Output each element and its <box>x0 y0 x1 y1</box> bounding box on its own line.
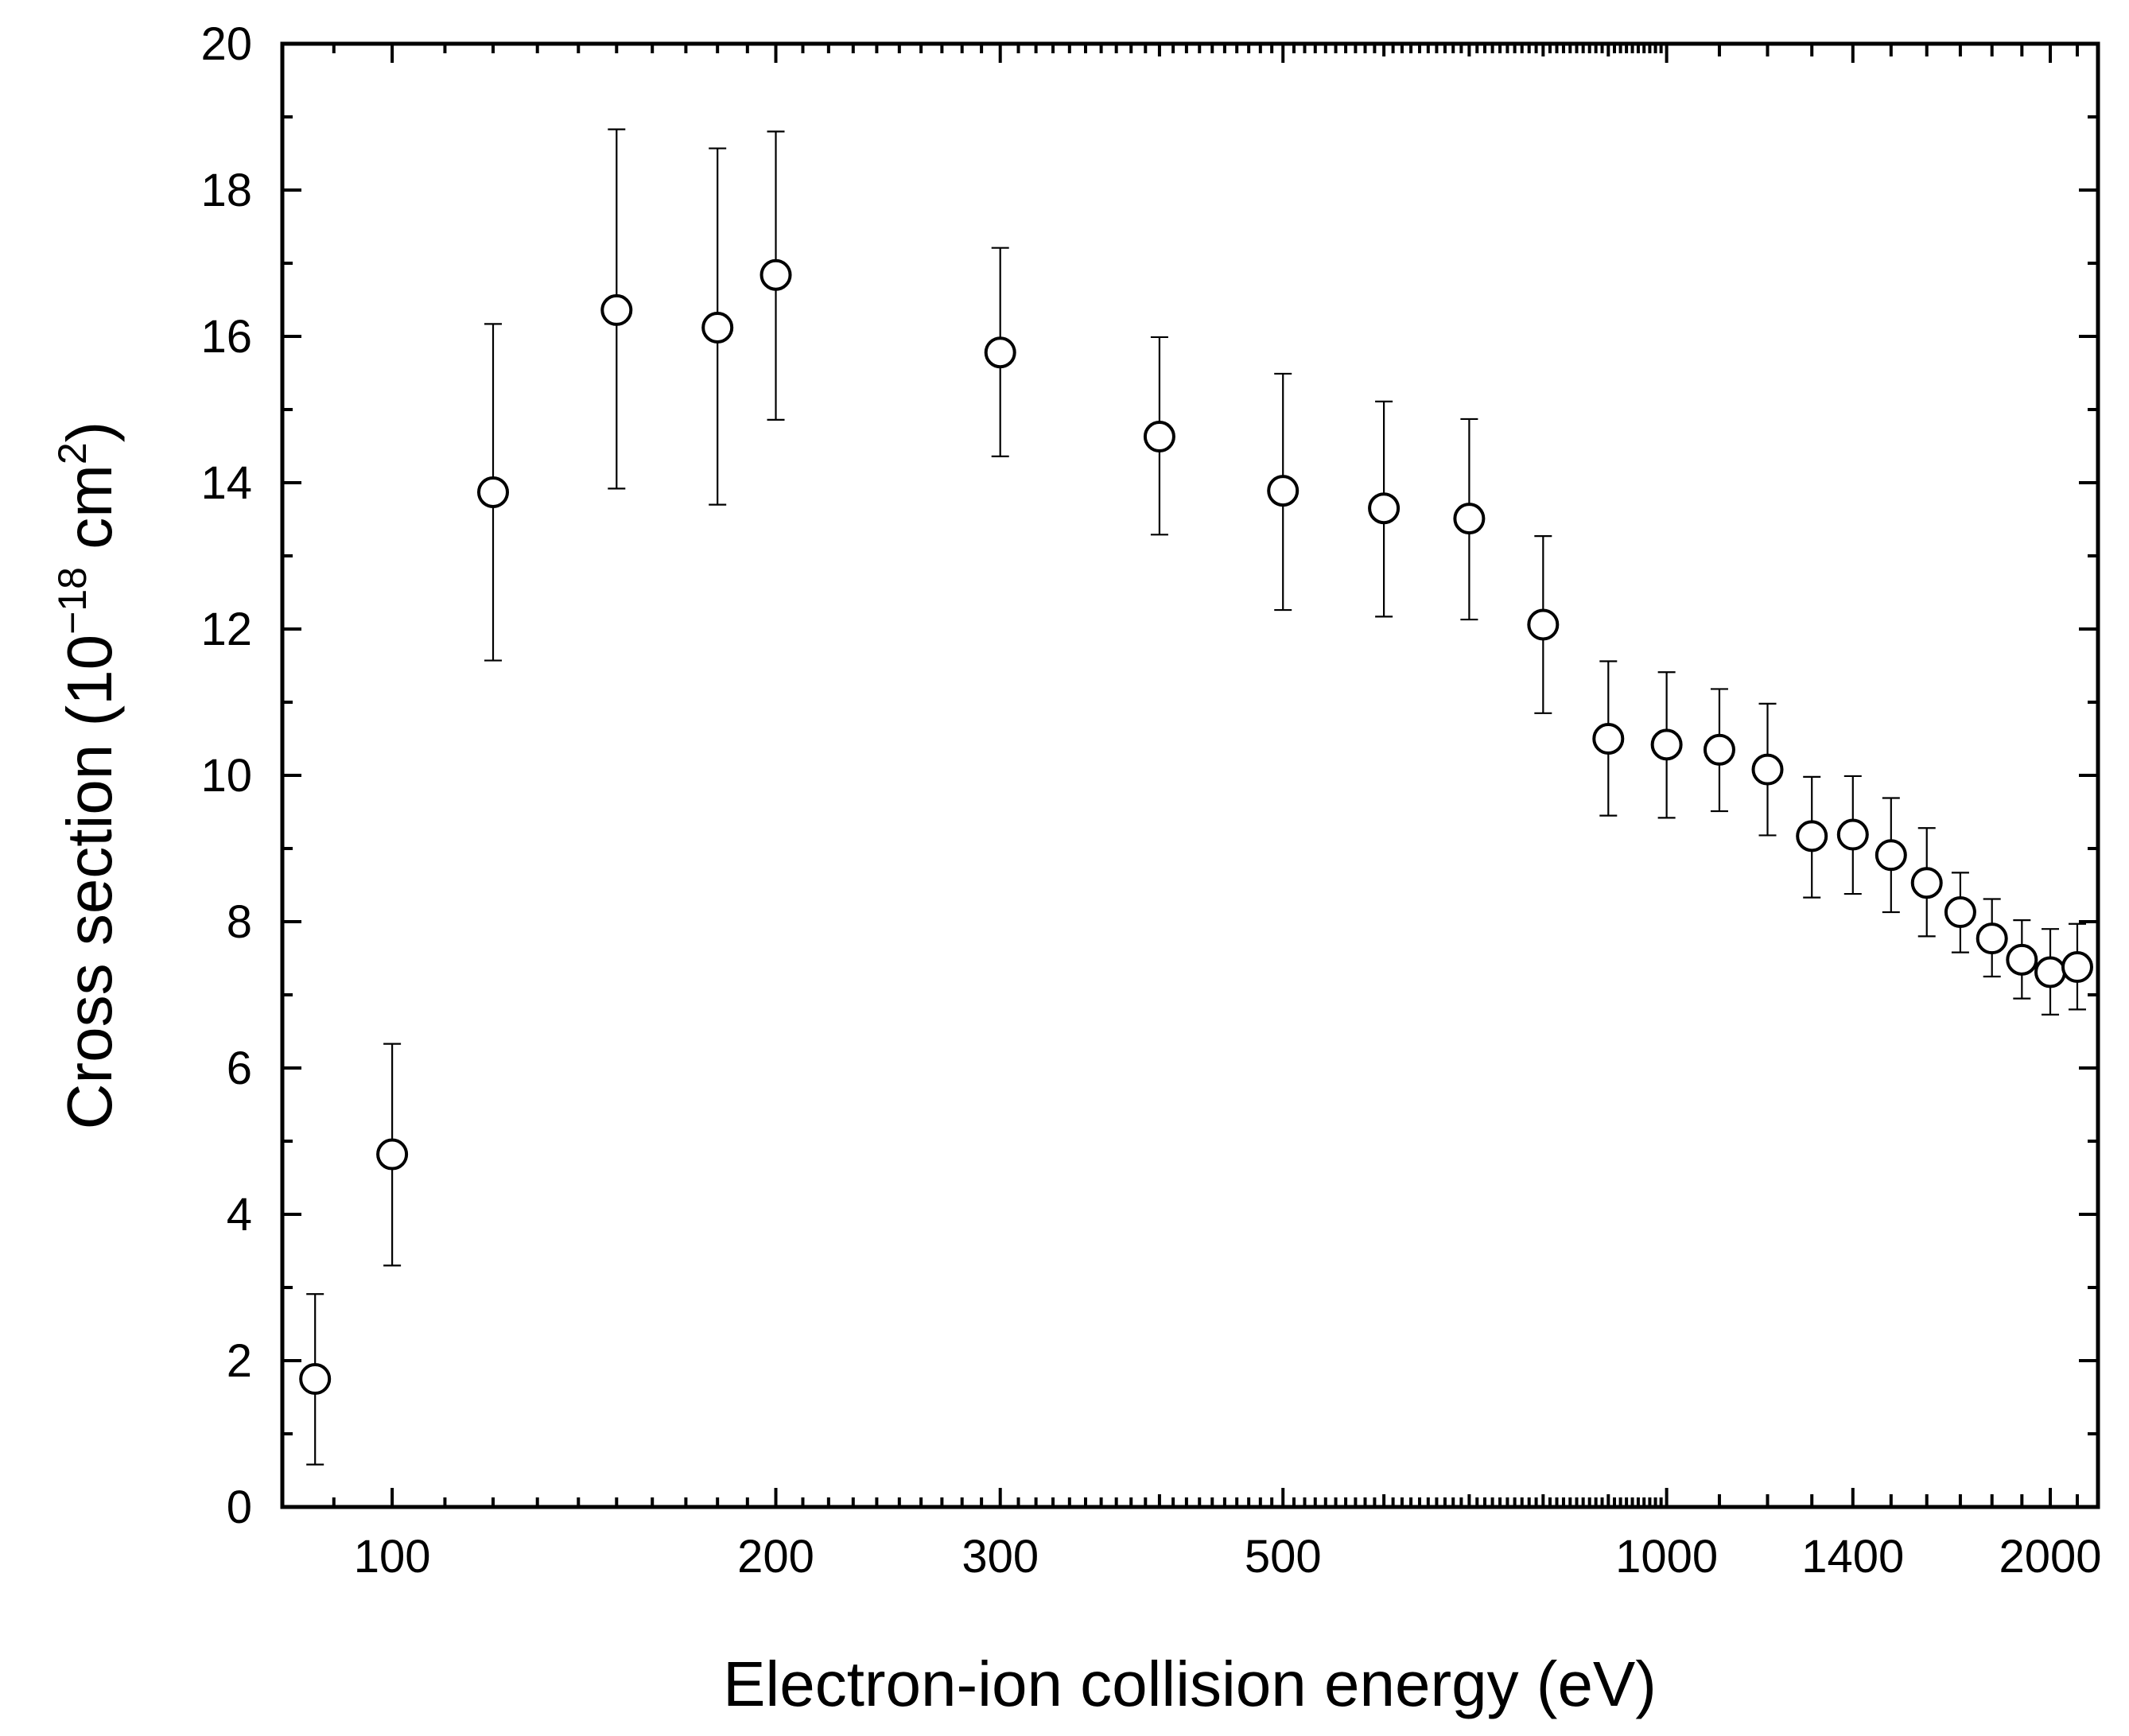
x-tick-label: 100 <box>354 1531 431 1583</box>
data-point <box>1592 723 1625 755</box>
data-point <box>760 258 792 291</box>
y-axis-ticks <box>282 42 2098 1509</box>
error-bars <box>306 128 2086 1466</box>
data-point <box>701 311 734 344</box>
y-tick-label: 16 <box>200 311 252 363</box>
data-point <box>1910 867 1943 899</box>
data-point <box>2034 956 2067 988</box>
data-point <box>1976 922 2008 955</box>
plot-frame <box>280 41 2100 1509</box>
x-tick-label: 2000 <box>1999 1531 2102 1583</box>
y-axis-title-unit-exponent: 2 <box>50 442 95 464</box>
y-axis-tick-labels: 0 2 4 6 8 10 12 14 16 18 20 <box>200 18 252 1533</box>
data-point <box>1368 492 1401 525</box>
x-tick-label: 200 <box>737 1531 814 1583</box>
y-tick-label: 8 <box>227 896 252 948</box>
data-point <box>1650 728 1683 761</box>
data-point <box>1527 608 1560 641</box>
y-axis-title-part1: Cross section (10 <box>54 635 125 1129</box>
data-point <box>1875 839 1907 872</box>
y-axis-title-part3: ) <box>54 421 125 443</box>
data-points <box>299 258 2093 1395</box>
x-tick-label: 300 <box>962 1531 1039 1583</box>
data-point <box>376 1138 409 1171</box>
y-tick-label: 10 <box>200 750 252 802</box>
data-point <box>1143 421 1175 453</box>
data-point <box>2061 951 2093 984</box>
y-tick-label: 20 <box>200 18 252 70</box>
x-tick-label: 500 <box>1245 1531 1322 1583</box>
data-point <box>1703 733 1735 766</box>
data-point <box>477 476 510 508</box>
y-tick-label: 0 <box>227 1482 252 1533</box>
x-axis-tick-labels: 100 200 300 500 1000 1400 2000 <box>354 1531 2102 1583</box>
y-tick-label: 12 <box>200 604 252 655</box>
y-axis-title: Cross section (10−18 cm2) <box>50 421 125 1130</box>
y-tick-label: 4 <box>227 1189 252 1241</box>
data-point <box>984 336 1016 369</box>
y-axis-title-exponent: −18 <box>50 567 95 635</box>
data-point <box>2006 943 2038 976</box>
y-tick-label: 6 <box>227 1043 252 1094</box>
data-point <box>1453 503 1486 535</box>
data-point <box>1836 818 1869 851</box>
x-axis-title: Electron-ion collision energy (eV) <box>723 1649 1657 1719</box>
data-point <box>299 1363 332 1395</box>
data-point <box>1796 820 1828 852</box>
data-point <box>1751 753 1784 786</box>
data-point <box>1944 896 1976 929</box>
data-point <box>1267 475 1300 507</box>
y-tick-label: 2 <box>227 1335 252 1387</box>
y-axis-title-part2: cm <box>54 464 125 567</box>
y-tick-label: 14 <box>200 457 252 509</box>
x-tick-label: 1000 <box>1615 1531 1718 1583</box>
data-point <box>600 293 633 326</box>
x-tick-label: 1400 <box>1801 1531 1904 1583</box>
y-tick-label: 18 <box>200 165 252 216</box>
x-axis-ticks <box>332 44 2079 1507</box>
